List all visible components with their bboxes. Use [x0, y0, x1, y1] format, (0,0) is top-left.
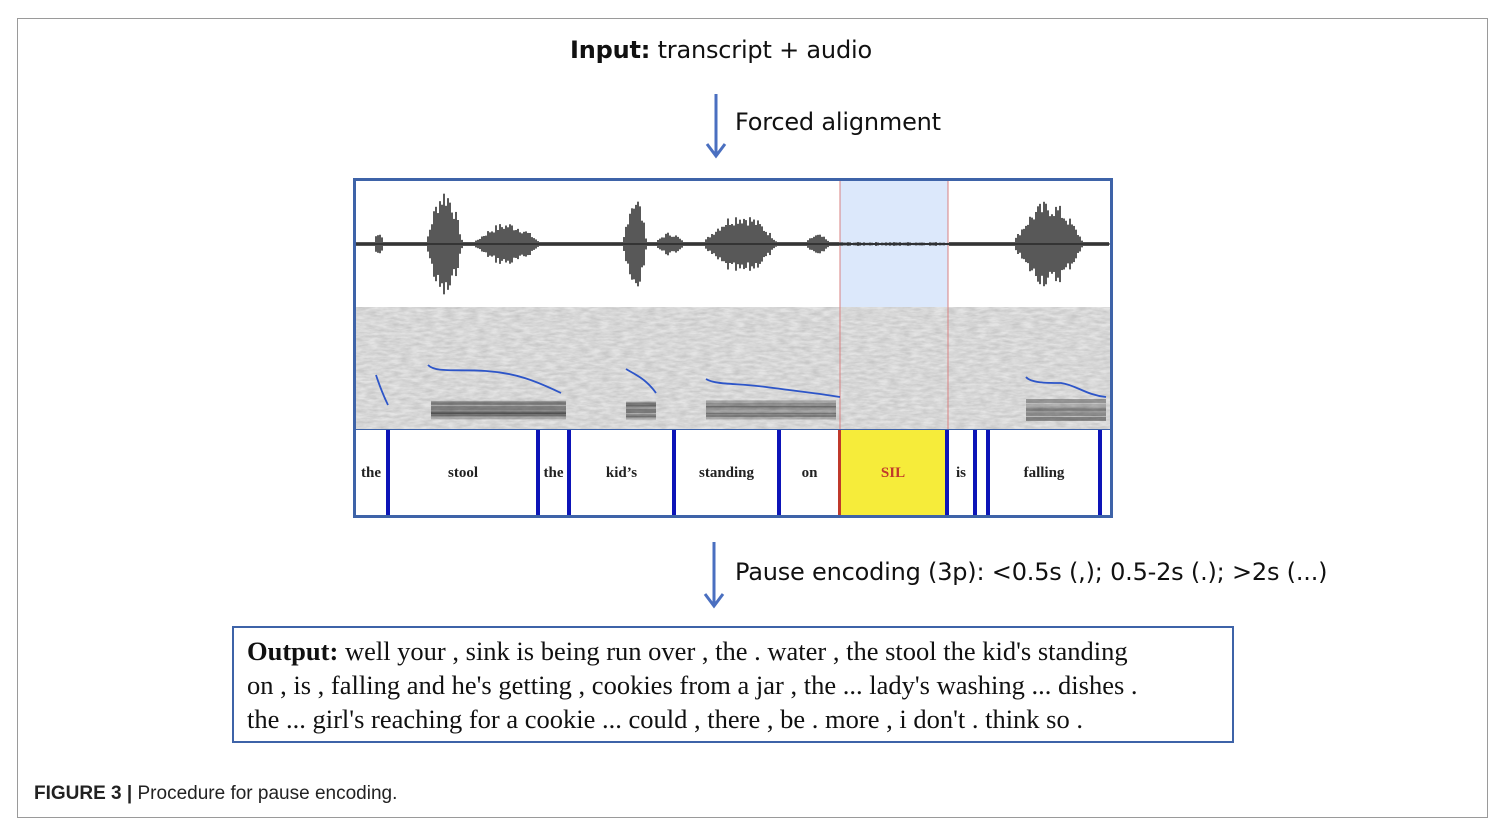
word-is: is [955, 464, 966, 481]
word-on: on [801, 464, 818, 481]
spectrogram-band [626, 405, 656, 410]
down-arrow-icon [705, 94, 727, 159]
spectrogram-band [1026, 408, 1106, 413]
alignment-panel: the stool the kid’s standing on SIL is f… [353, 178, 1113, 518]
spectrogram-band [706, 400, 836, 405]
spectrogram-band [431, 415, 566, 420]
word-kids: kid’s [605, 464, 638, 481]
output-line-2: on , is , falling and he's getting , coo… [247, 670, 1138, 700]
spectrogram-band [626, 409, 656, 414]
spectrogram-band [706, 415, 836, 420]
caption-text: Procedure for pause encoding. [132, 783, 398, 804]
word-boundary [945, 430, 949, 515]
word-boundary [567, 430, 571, 515]
forced-alignment-label: Forced alignment [735, 108, 941, 136]
word-sil: SIL [841, 430, 945, 515]
spectrogram-band [431, 406, 566, 411]
word-boundary [386, 430, 390, 515]
spectrogram-band [626, 402, 656, 407]
spectrogram-band [706, 403, 836, 408]
word-boundary [777, 430, 781, 515]
sil-boundary-left [838, 430, 841, 515]
spectrogram-band [1026, 412, 1106, 417]
word-stool: stool [448, 464, 478, 481]
word-boundary [973, 430, 977, 515]
spectrogram-band [1026, 403, 1106, 408]
spectrogram-band [1026, 399, 1106, 404]
spectrogram-band [706, 405, 836, 410]
word-falling: falling [1023, 464, 1065, 481]
word-boundary [672, 430, 676, 515]
input-label: Input: [570, 36, 651, 64]
pitch-contour [375, 364, 1107, 406]
word-the-2: the [543, 464, 564, 481]
input-text: transcript + audio [650, 36, 873, 64]
spectrogram-band [626, 413, 656, 418]
word-the-1: the [361, 464, 381, 481]
waveform [356, 181, 1110, 307]
spectrogram [356, 307, 1110, 429]
figure-frame [17, 18, 1488, 818]
spectrogram-band [431, 410, 566, 415]
input-line: Input: transcript + audio [570, 36, 872, 64]
pause-encoding-label: Pause encoding (3p): <0.5s (,); 0.5-2s (… [735, 558, 1328, 586]
word-boundary [536, 430, 540, 515]
caption-label: FIGURE 3 | [34, 783, 133, 804]
word-boundary [1098, 430, 1102, 515]
down-arrow-icon [703, 542, 725, 609]
spectrogram-band [431, 400, 566, 405]
spectrogram-band [431, 412, 566, 417]
figure-caption: FIGURE 3 | Procedure for pause encoding. [34, 783, 397, 805]
spectrogram-band [706, 409, 836, 414]
spectrogram-band [1026, 416, 1106, 421]
output-box: Output: well your , sink is being run ov… [232, 626, 1234, 743]
output-line-3: the ... girl's reaching for a cookie ...… [247, 704, 1083, 734]
spectrogram-band [626, 401, 656, 406]
spectrogram-band [626, 415, 656, 420]
word-standing: standing [698, 464, 755, 481]
spectrogram-band [1026, 406, 1106, 411]
output-label: Output: [247, 636, 339, 666]
output-line-1: Output: well your , sink is being run ov… [247, 634, 1220, 668]
word-boundary [986, 430, 990, 515]
output-text-1: well your , sink is being run over , the… [338, 636, 1128, 666]
word-tier: the stool the kid’s standing on SIL is f… [356, 429, 1110, 515]
spectrogram-band [431, 402, 566, 407]
spectrogram-band [706, 412, 836, 417]
